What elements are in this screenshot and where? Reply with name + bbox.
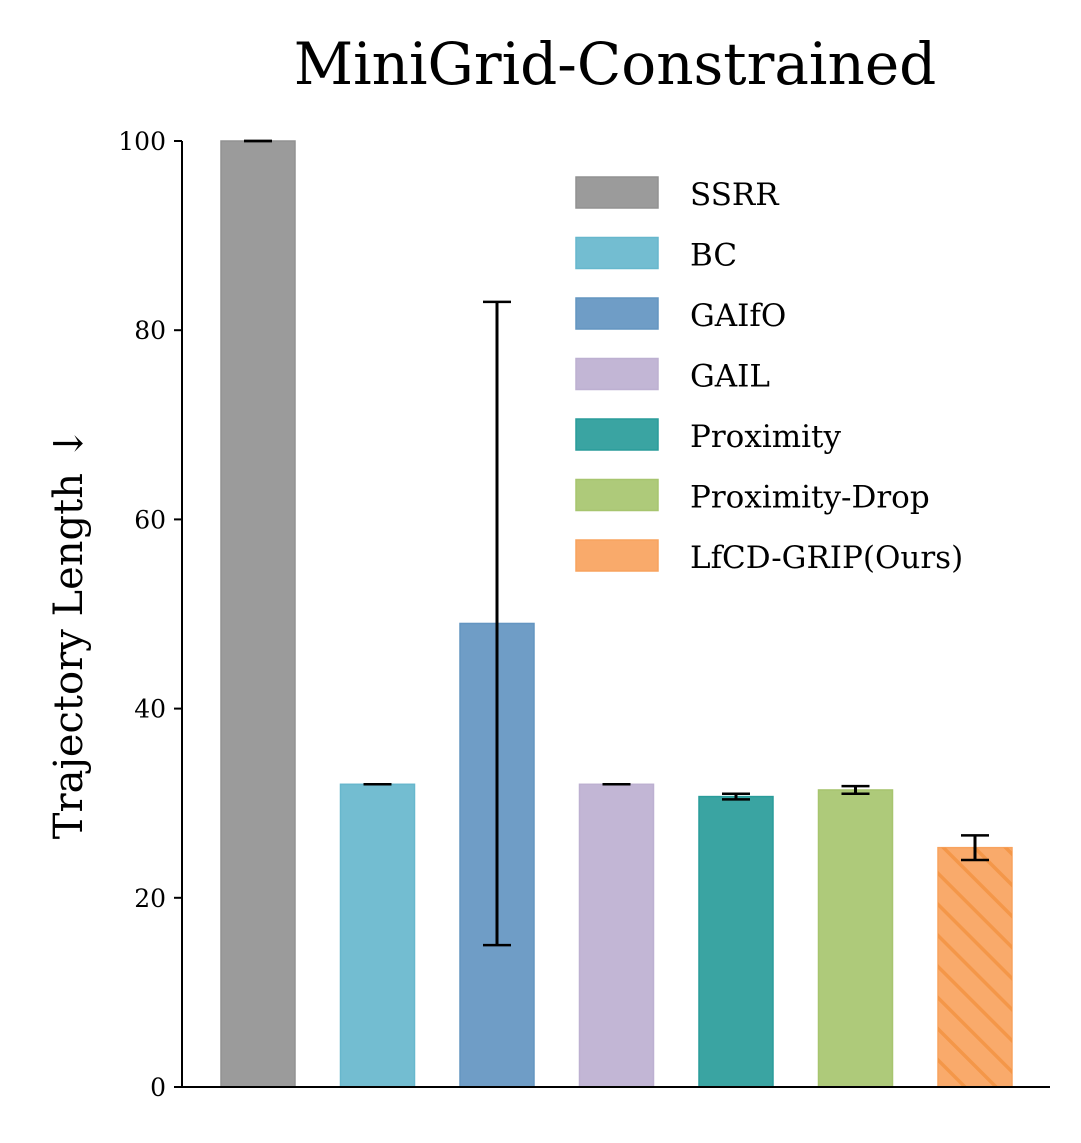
legend-swatch — [575, 539, 659, 572]
bar-ssrr — [220, 140, 296, 1088]
legend-item-gaifo: GAIfO — [575, 297, 786, 334]
error-bar-lfcd-grip-ours — [961, 834, 989, 862]
legend-label: LfCD-GRIP(Ours) — [690, 540, 963, 576]
bar-gail — [578, 783, 655, 1088]
legend-label: Proximity-Drop — [690, 480, 930, 516]
legend-label: GAIL — [690, 359, 770, 395]
legend: SSRR BC GAIfO GAIL Proximity Proximity-Drop Lf… — [575, 176, 963, 576]
error-bars-layer — [244, 139, 989, 947]
y-tick-label: 40 — [134, 695, 166, 724]
legend-label: GAIfO — [690, 298, 786, 334]
legend-swatch — [575, 418, 659, 451]
y-axis-label: Trajectory Length ↓ — [46, 427, 92, 839]
y-tick-label: 80 — [134, 316, 166, 345]
legend-swatch — [575, 236, 659, 270]
legend-item-lfcd-grip-ours: LfCD-GRIP(Ours) — [575, 539, 963, 576]
chart-title: MiniGrid-Constrained — [294, 30, 937, 98]
y-tick-label: 60 — [134, 505, 166, 534]
axes-layer: 0 20 40 60 80 100 — [118, 127, 1050, 1102]
bar-proximity — [698, 795, 774, 1088]
bar-bc — [339, 783, 416, 1088]
y-tick-label: 0 — [150, 1073, 166, 1102]
error-bar-proximity-drop — [841, 784, 870, 795]
legend-label: BC — [690, 238, 737, 274]
bar-hatch-lfcd-grip-ours — [938, 847, 1012, 1087]
legend-swatch — [575, 478, 659, 512]
legend-swatch — [575, 297, 659, 330]
y-tick-label: 20 — [134, 884, 166, 913]
legend-label: SSRR — [690, 177, 780, 213]
legend-swatch — [575, 176, 659, 209]
legend-label: Proximity — [690, 419, 842, 455]
y-tick-label: 100 — [118, 127, 166, 156]
bar-proximity-drop — [817, 789, 894, 1088]
legend-item-bc: BC — [575, 236, 737, 274]
legend-item-ssrr: SSRR — [575, 176, 780, 213]
legend-item-proximity: Proximity — [575, 418, 842, 455]
legend-item-gail: GAIL — [575, 357, 770, 395]
legend-item-proximity-drop: Proximity-Drop — [575, 478, 930, 516]
bars-layer — [220, 140, 1013, 1088]
error-bar-gaifo — [483, 300, 511, 947]
legend-swatch — [575, 357, 659, 391]
error-bar-proximity — [722, 792, 750, 801]
